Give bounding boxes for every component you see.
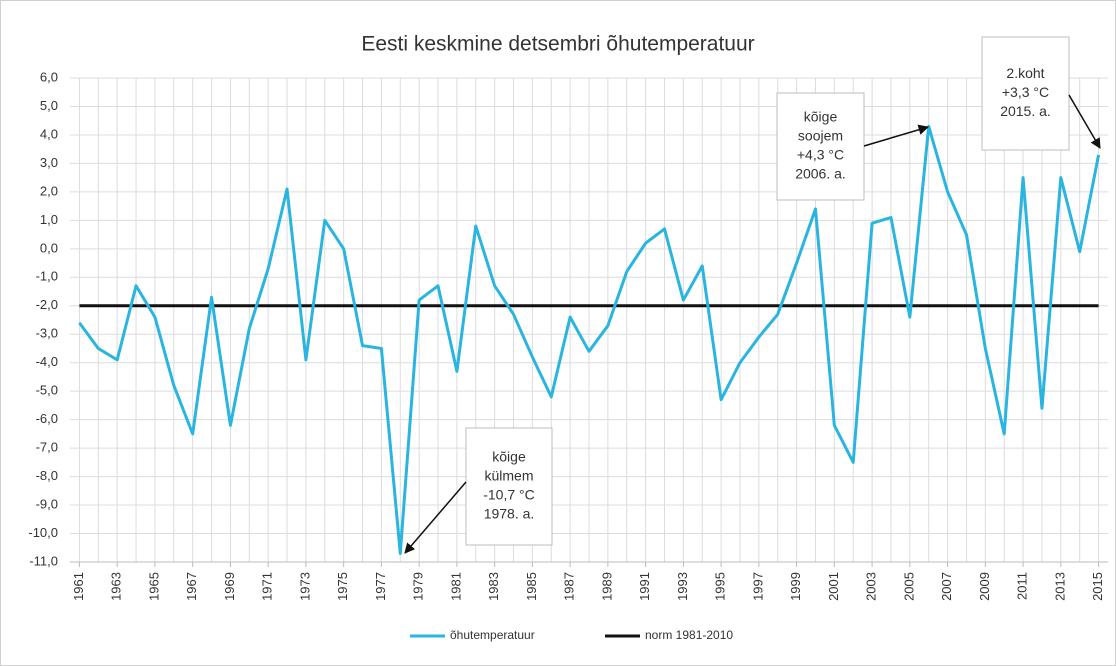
annotation-arrow	[1068, 94, 1101, 149]
x-tick-label: 1991	[637, 572, 652, 601]
y-tick-label: -11,0	[29, 553, 58, 568]
y-tick-label: -5,0	[36, 383, 58, 398]
y-tick-label: -8,0	[36, 468, 58, 483]
annotation-text: +4,3 °C	[797, 147, 844, 163]
y-tick-label: -7,0	[36, 440, 58, 455]
annotation-box	[981, 36, 1070, 151]
annotation-box	[776, 92, 865, 201]
x-tick-label: 1975	[335, 572, 350, 601]
y-tick-label: 6,0	[40, 69, 58, 84]
x-tick-label: 1969	[222, 572, 237, 601]
annotation-text: 2015. a.	[1000, 103, 1051, 119]
x-tick-label: 1997	[750, 572, 765, 601]
x-tick-label: 1979	[411, 572, 426, 601]
annotation-text: 2.koht	[1006, 65, 1044, 81]
y-tick-label: -1,0	[36, 269, 58, 284]
annotation-box	[465, 427, 553, 546]
y-tick-label: -3,0	[36, 326, 58, 341]
x-tick-label: 2001	[826, 572, 841, 601]
legend-label: norm 1981-2010	[645, 628, 733, 642]
y-tick-label: -2,0	[36, 297, 58, 312]
y-tick-label: -6,0	[36, 411, 58, 426]
x-tick-label: 1983	[486, 572, 501, 601]
legend-label: õhutemperatuur	[450, 628, 535, 642]
annotation-text: kõige	[492, 449, 526, 465]
y-tick-label: -10,0	[28, 525, 58, 540]
y-tick-label: -4,0	[36, 354, 58, 369]
x-tick-label: 1981	[448, 572, 463, 601]
x-tick-label: 1995	[713, 572, 728, 601]
x-tick-label: 1999	[788, 572, 803, 601]
x-tick-label: 1965	[146, 572, 161, 601]
y-tick-label: 4,0	[40, 126, 58, 141]
annotation-arrow	[863, 124, 930, 147]
x-tick-label: 2003	[864, 572, 879, 601]
y-tick-label: 1,0	[40, 212, 58, 227]
annotation-text: kõige	[804, 109, 838, 125]
annotation-text: -10,7 °C	[483, 487, 535, 503]
x-tick-label: 2005	[901, 572, 916, 601]
x-tick-label: 2011	[1015, 572, 1030, 600]
x-tick-label: 2007	[939, 572, 954, 601]
annotation-text: külmem	[484, 468, 533, 484]
y-tick-label: 2,0	[40, 183, 58, 198]
x-tick-label: 1973	[297, 572, 312, 601]
x-tick-label: 2013	[1052, 572, 1067, 601]
chart-title: Eesti keskmine detsembri õhutemperatuur	[361, 33, 754, 56]
x-tick-label: 1993	[675, 572, 690, 601]
x-tick-label: 1977	[373, 572, 388, 601]
x-tick-label: 1967	[184, 572, 199, 601]
x-tick-label: 1961	[71, 572, 86, 601]
x-tick-label: 1985	[524, 572, 539, 601]
annotation-text: +3,3 °C	[1002, 84, 1049, 100]
y-tick-label: 0,0	[40, 240, 58, 255]
annotation-text: soojem	[798, 128, 843, 144]
x-tick-label: 1989	[599, 572, 614, 601]
annotation-arrow	[404, 481, 467, 554]
y-tick-label: 3,0	[40, 155, 58, 170]
annotation-text: 2006. a.	[795, 166, 846, 182]
annotation-text: 1978. a.	[484, 506, 535, 522]
x-tick-label: 2009	[977, 572, 992, 601]
x-tick-label: 1963	[109, 572, 124, 601]
x-tick-label: 2015	[1090, 572, 1105, 601]
y-tick-label: 5,0	[40, 98, 58, 113]
x-tick-label: 1987	[562, 572, 577, 601]
y-tick-label: -9,0	[36, 496, 58, 511]
x-tick-label: 1971	[260, 572, 275, 601]
